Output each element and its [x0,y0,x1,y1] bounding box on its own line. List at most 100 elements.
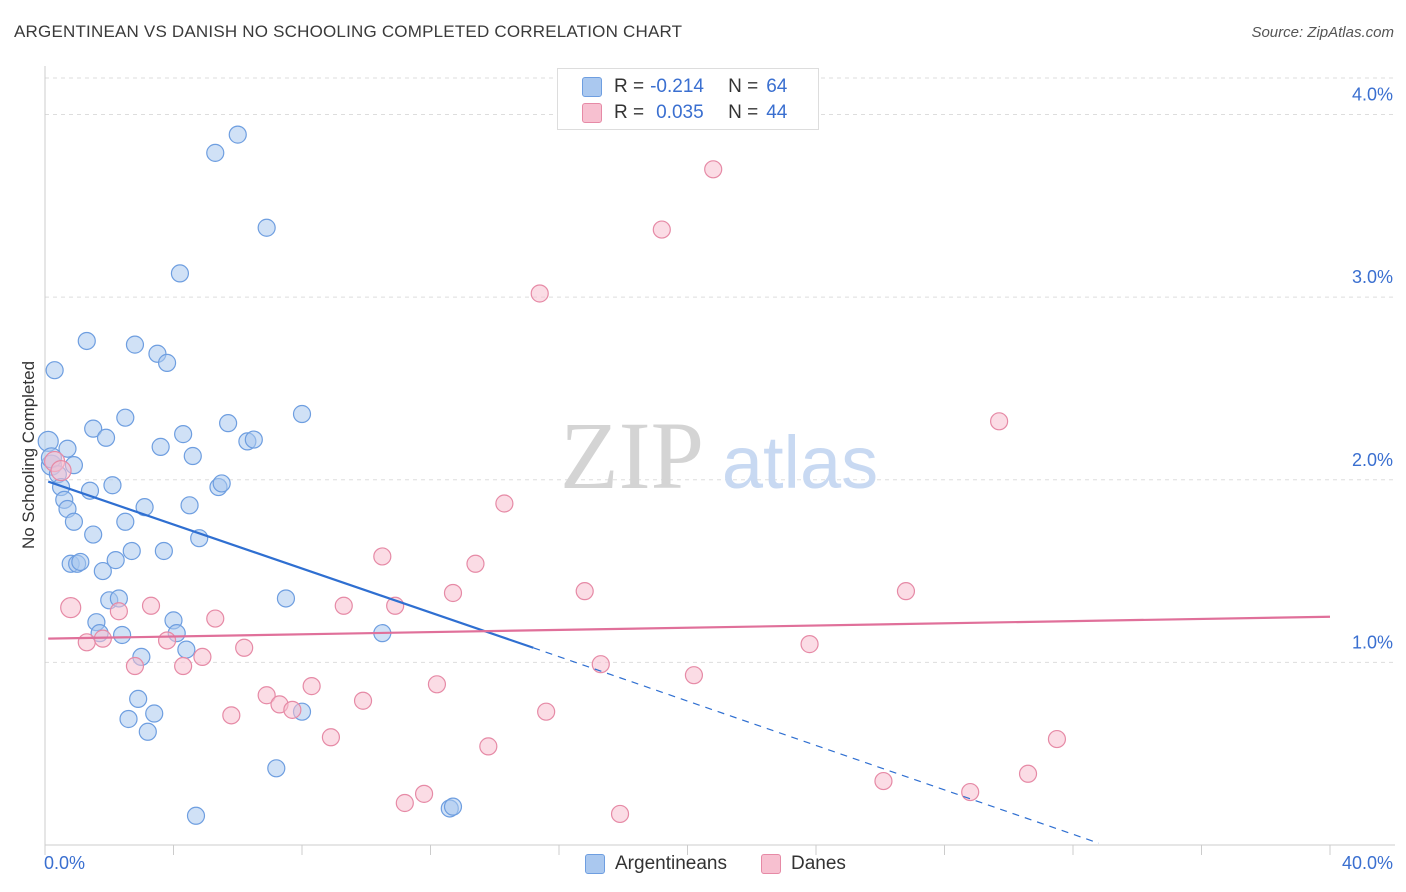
point-argentineans [93,561,112,581]
r-label: R = [614,76,645,97]
legend-label-argentineans: Argentineans [615,853,727,874]
point-danes [373,547,392,566]
point-danes [704,160,723,179]
point-argentineans [183,446,202,466]
point-argentineans [219,414,238,433]
n-label: N = [728,76,759,97]
point-argentineans [119,709,138,729]
y-tick-label: 2.0% [1352,450,1393,470]
point-danes [800,635,819,654]
point-danes [157,631,177,650]
point-danes [1047,729,1067,749]
point-danes [283,700,302,719]
point-danes [443,583,463,603]
point-danes [610,804,630,824]
n-label: N = [728,102,759,123]
point-argentineans [257,218,276,237]
point-danes [50,460,72,482]
x-tick-label-max: 40.0% [1342,853,1393,873]
point-danes [684,666,704,685]
y-axis-label: No Schooling Completed [19,361,38,549]
point-argentineans [145,704,164,723]
point-argentineans [212,474,231,493]
watermark-atlas: atlas [722,421,878,504]
series-legend: Argentineans Danes [585,851,846,877]
point-danes [479,737,498,756]
point-danes [395,793,414,813]
point-argentineans [116,408,135,427]
watermark-zip: ZIP [560,402,704,509]
point-danes [575,582,594,601]
point-danes [990,412,1009,431]
point-danes [591,655,610,674]
legend-swatch-blue [585,854,605,874]
legend-label-danes: Danes [790,853,846,874]
point-danes [652,220,671,239]
x-tick-label-min: 0.0% [44,853,85,873]
point-argentineans [244,430,263,449]
point-danes [174,656,193,676]
r-label: R = [614,102,645,123]
grid-layer: 1.0% 2.0% 3.0% 4.0% [45,77,1395,663]
point-danes [466,554,485,573]
axis-layer [44,66,1395,855]
point-danes [961,782,980,802]
point-danes [414,784,434,803]
legend-item-argentineans: Argentineans [585,853,727,875]
y-tick-label: 1.0% [1352,632,1393,652]
point-argentineans [174,425,193,444]
y-tick-label: 3.0% [1352,267,1393,287]
correlation-legend: R = -0.214 N = 64 R = 0.035 N = 44 [557,68,819,130]
point-danes [1018,764,1038,783]
point-argentineans [443,797,463,816]
points-layer [37,125,1067,825]
legend-item-danes: Danes [760,853,846,875]
n-value: 44 [766,102,788,123]
legend-swatch-pink [760,854,781,874]
point-danes [235,638,254,657]
point-argentineans [106,551,125,570]
point-argentineans [206,143,225,162]
trend-line-extension-argentineans [533,647,1099,844]
n-value: 64 [766,76,788,97]
point-argentineans [103,476,122,495]
point-argentineans [186,806,206,825]
point-argentineans [116,512,135,531]
point-argentineans [267,759,286,778]
y-tick-label: 4.0% [1352,85,1393,105]
point-argentineans [180,496,199,515]
point-argentineans [170,264,190,283]
point-danes [60,596,82,619]
point-argentineans [64,512,84,531]
legend-row-argentineans: R = -0.214 N = 64 [582,75,787,99]
point-argentineans [292,404,312,424]
point-danes [141,596,161,615]
point-argentineans [45,361,64,380]
source-credit: Source: ZipAtlas.com [1251,24,1394,41]
point-danes [530,284,549,303]
point-argentineans [125,335,145,354]
trend-line-argentineans [47,480,534,649]
point-argentineans [58,439,77,458]
point-danes [77,633,96,652]
point-argentineans [71,552,90,572]
point-danes [109,602,128,621]
point-argentineans [129,689,148,709]
trend-line-danes [48,615,1331,640]
point-argentineans [151,437,170,456]
point-argentineans [228,125,247,144]
point-danes [334,596,353,615]
point-argentineans [157,353,177,372]
point-argentineans [122,541,141,561]
point-argentineans [84,525,103,544]
point-argentineans [84,419,103,438]
r-value: 0.035 [656,102,704,123]
point-danes [427,675,447,694]
point-danes [193,647,212,667]
legend-swatch-blue [582,77,602,97]
point-argentineans [276,589,296,608]
legend-swatch-pink [582,103,602,123]
point-argentineans [138,722,157,741]
legend-row-danes: R = 0.035 N = 44 [582,101,787,125]
